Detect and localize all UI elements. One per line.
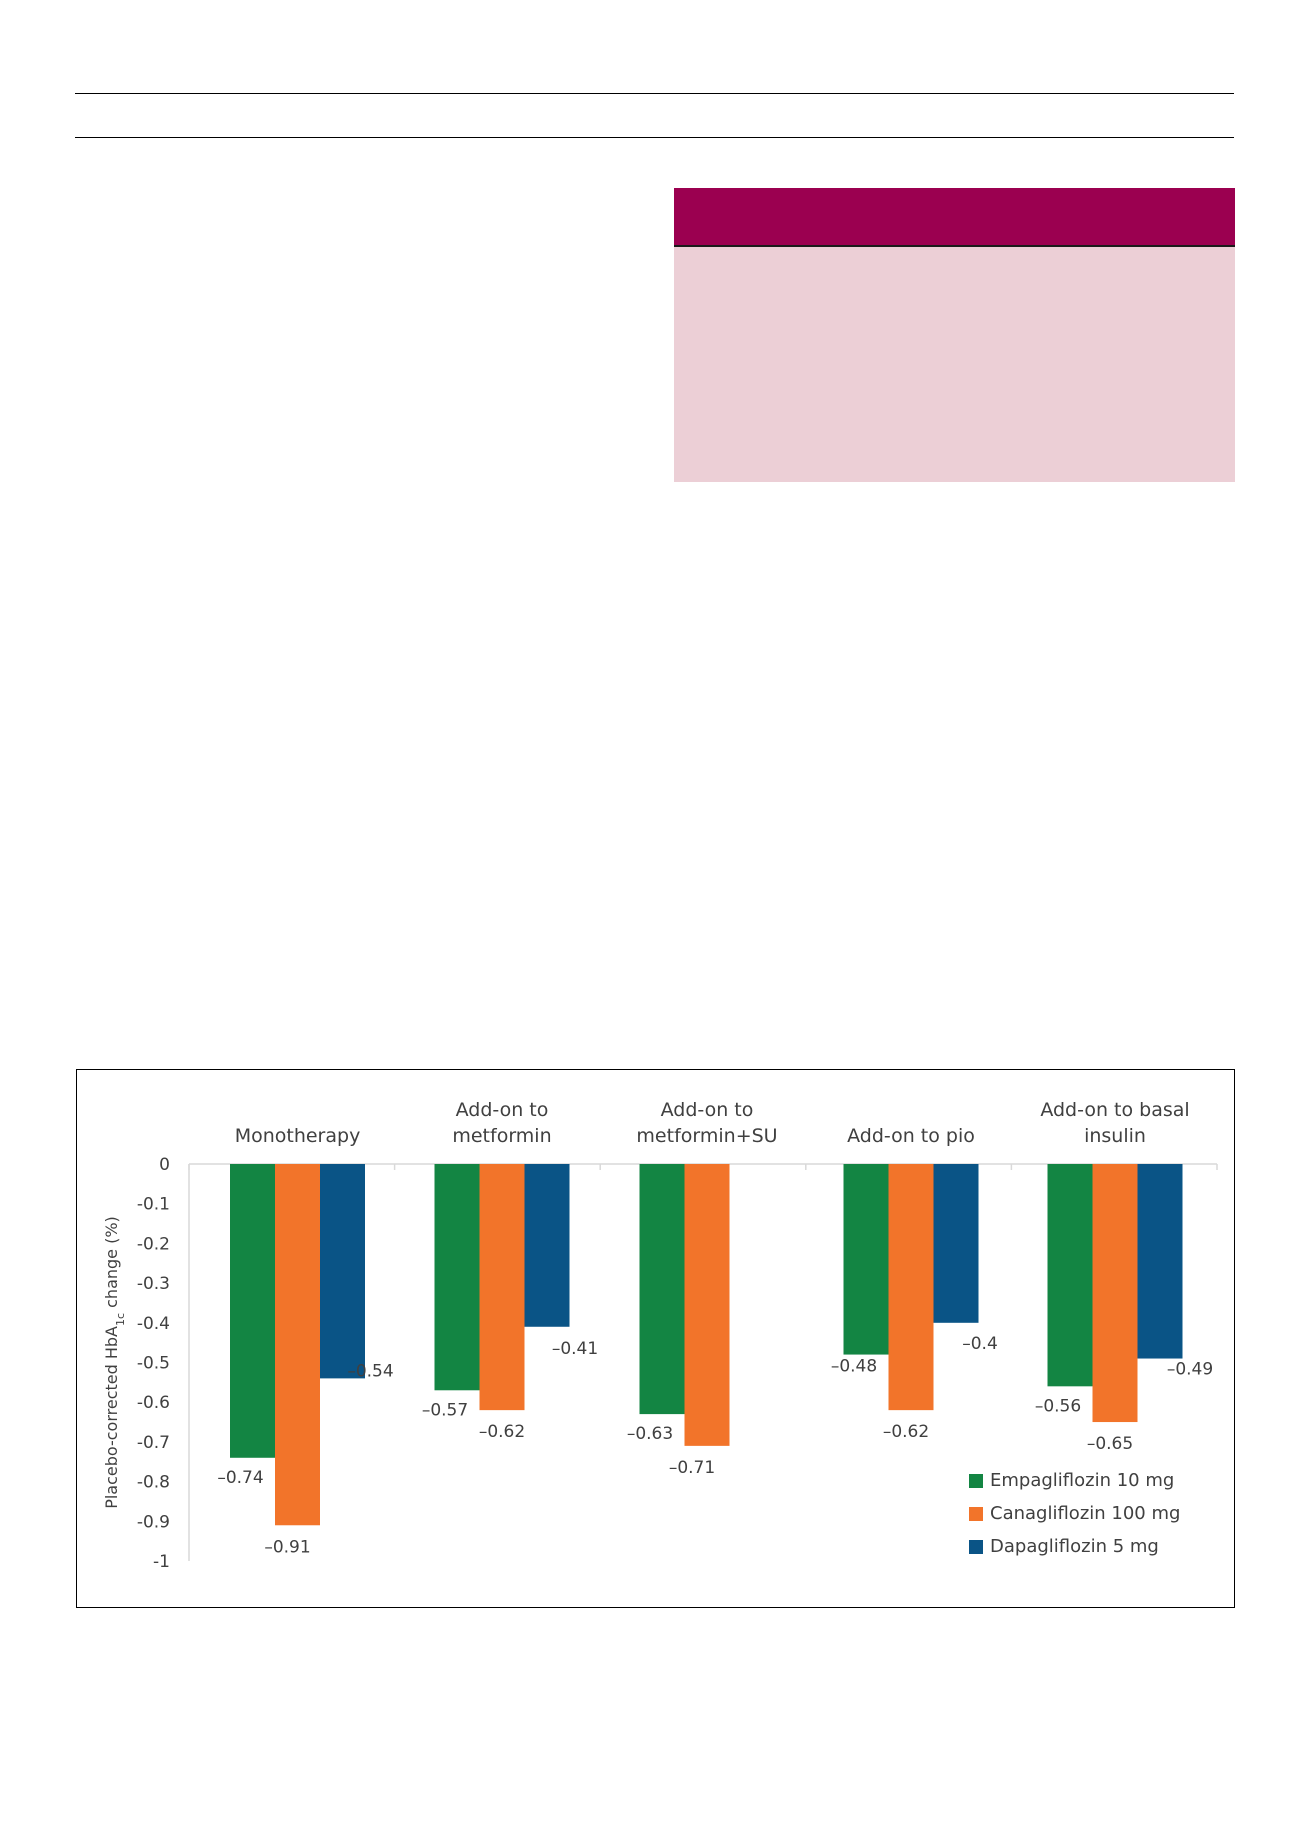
data-label: –0.54 bbox=[347, 1361, 393, 1381]
header-rule-top bbox=[75, 93, 1234, 94]
bar-chart: 0 -0.1 -0.2 -0.3 -0.4 -0.5 -0.6 -0.7 -0.8 -0.9 -1 P… bbox=[102, 1099, 1218, 1572]
data-label: –0.56 bbox=[1035, 1396, 1081, 1416]
category-label: Add-on to basal bbox=[1040, 1099, 1189, 1121]
data-label: –0.65 bbox=[1087, 1434, 1133, 1454]
bar-dapagliflozin bbox=[933, 1164, 979, 1323]
data-label: –0.62 bbox=[883, 1422, 929, 1442]
legend: Empagliflozin 10 mg Canagliflozin 100 mg D… bbox=[969, 1470, 1180, 1557]
data-label: –0.41 bbox=[552, 1339, 598, 1359]
data-label: –0.71 bbox=[669, 1458, 715, 1478]
category-label: Add-on to pio bbox=[847, 1125, 975, 1147]
data-label: –0.4 bbox=[962, 1334, 998, 1354]
y-tick-label: -0.5 bbox=[137, 1354, 170, 1374]
y-tick-label: -0.4 bbox=[137, 1314, 170, 1334]
category-label: metformin bbox=[452, 1125, 551, 1147]
data-label: –0.48 bbox=[831, 1357, 877, 1377]
y-tick-label: -0.8 bbox=[137, 1473, 170, 1493]
y-tick-label: -0.9 bbox=[137, 1512, 170, 1532]
bar-empagliflozin bbox=[639, 1164, 685, 1415]
y-tick-label: -1 bbox=[153, 1552, 170, 1572]
axis-layer: 0 -0.1 -0.2 -0.3 -0.4 -0.5 -0.6 -0.7 -0.8 -0.9 -1 P… bbox=[102, 1155, 1218, 1572]
category-label: Add-on to bbox=[661, 1099, 754, 1121]
legend-swatch bbox=[969, 1507, 983, 1521]
bar-empagliflozin bbox=[230, 1164, 275, 1458]
y-tick-label: 0 bbox=[159, 1155, 170, 1175]
legend-label: Canagliflozin 100 mg bbox=[990, 1503, 1180, 1524]
data-label: –0.57 bbox=[422, 1400, 468, 1420]
bar-empagliflozin bbox=[434, 1164, 480, 1391]
label-layer: Monotherapy Add-on to metformin Add-on to me… bbox=[217, 1099, 1213, 1557]
data-label: –0.63 bbox=[627, 1424, 673, 1444]
category-label: metformin+SU bbox=[636, 1125, 777, 1147]
y-tick-label: -0.2 bbox=[137, 1234, 170, 1254]
bar-empagliflozin bbox=[843, 1164, 889, 1355]
bar-dapagliflozin bbox=[524, 1164, 570, 1327]
category-label: Add-on to bbox=[456, 1099, 549, 1121]
y-tick-label: -0.3 bbox=[137, 1274, 170, 1294]
data-label: –0.74 bbox=[217, 1468, 263, 1488]
data-label: –0.62 bbox=[479, 1422, 525, 1442]
y-tick-label: -0.6 bbox=[137, 1393, 170, 1413]
bar-canagliflozin bbox=[1092, 1164, 1138, 1423]
bar-canagliflozin bbox=[684, 1164, 730, 1446]
data-label: –0.49 bbox=[1167, 1360, 1213, 1380]
y-tick-label: -0.1 bbox=[137, 1195, 170, 1215]
bar-dapagliflozin bbox=[1137, 1164, 1183, 1359]
legend-swatch bbox=[969, 1540, 983, 1554]
bar-canagliflozin bbox=[888, 1164, 934, 1411]
data-label: –0.91 bbox=[264, 1537, 310, 1557]
legend-label: Dapagliflozin 5 mg bbox=[990, 1536, 1159, 1557]
bar-canagliflozin bbox=[479, 1164, 525, 1411]
y-axis-title: Placebo-corrected HbA1c change (%) bbox=[102, 1216, 127, 1509]
category-label: Monotherapy bbox=[235, 1125, 361, 1147]
legend-swatch bbox=[969, 1474, 983, 1488]
bar-layer bbox=[230, 1164, 1183, 1526]
y-tick-label: -0.7 bbox=[137, 1433, 170, 1453]
bar-dapagliflozin bbox=[320, 1164, 365, 1379]
category-label: insulin bbox=[1084, 1125, 1146, 1147]
legend-label: Empagliflozin 10 mg bbox=[990, 1470, 1174, 1491]
bar-canagliflozin bbox=[275, 1164, 320, 1526]
bar-empagliflozin bbox=[1047, 1164, 1093, 1387]
panel-body bbox=[674, 247, 1235, 482]
panel-header bbox=[674, 188, 1235, 247]
figure-frame: 0 -0.1 -0.2 -0.3 -0.4 -0.5 -0.6 -0.7 -0.8 -0.9 -1 P… bbox=[76, 1069, 1235, 1608]
header-rule-bottom bbox=[75, 137, 1234, 138]
